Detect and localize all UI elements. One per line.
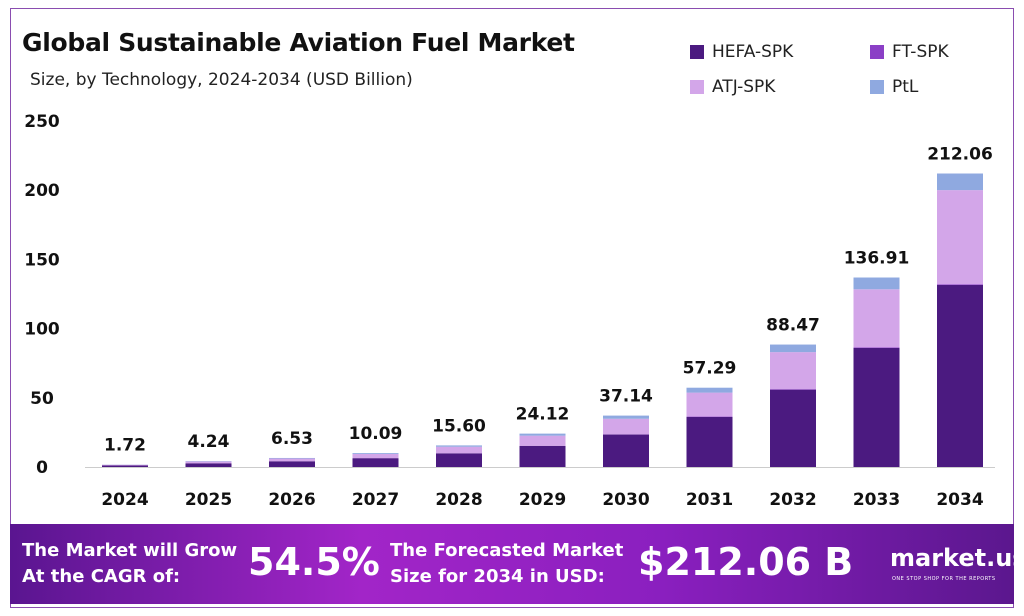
legend-label: FT-SPK — [892, 42, 949, 62]
bar-segment-ptl — [853, 277, 900, 290]
cagr-label: The Market will Grow At the CAGR of: — [22, 538, 237, 590]
legend-item-atj: ATJ-SPK — [690, 77, 775, 97]
legend-swatch — [870, 80, 884, 94]
legend-label: ATJ-SPK — [712, 77, 776, 97]
bar-total-label: 212.06 — [927, 145, 993, 165]
bar-segment-hefa-spk — [603, 434, 649, 467]
bar-segment-hefa-spk — [269, 461, 315, 467]
y-tick-label: 50 — [30, 389, 54, 409]
bar-total-label: 57.29 — [683, 359, 737, 379]
bar-segment-hefa-spk — [102, 465, 148, 467]
bar-segment-ptl — [770, 344, 816, 353]
bar-segment-atj-spk — [185, 461, 232, 464]
bar-segment-ptl — [603, 415, 649, 419]
brand-logo: market.us — [890, 544, 1024, 572]
cagr-value: 54.5% — [248, 540, 380, 584]
x-tick-label: 2024 — [101, 490, 148, 510]
legend-label: HEFA-SPK — [712, 42, 794, 62]
bar-segment-hefa-spk — [937, 285, 983, 467]
bar-segment-atj-spk — [269, 458, 315, 462]
y-tick-label: 200 — [24, 181, 60, 201]
bar-segment-atj-spk — [352, 453, 399, 459]
bar-segment-hefa-spk — [770, 389, 816, 467]
legend-label: PtL — [892, 77, 919, 97]
bar-segment-hefa-spk — [185, 463, 232, 467]
legend-item-ptl: PtL — [870, 77, 918, 97]
bar-segment-ptl — [269, 457, 315, 459]
bar-segment-atj-spk — [853, 289, 900, 348]
stacked-bar-chart: 0 50 100 150 200 250 1.72 2024 4.24 2025 6.53 2026 1… — [24, 112, 995, 510]
bar-segment-ptl — [937, 173, 983, 191]
x-tick-label: 2029 — [519, 490, 566, 510]
bar-total-label: 88.47 — [766, 316, 820, 336]
bar-total-label: 6.53 — [271, 429, 313, 449]
legend-swatch — [690, 45, 704, 59]
bar-segment-atj-spk — [603, 418, 649, 435]
legend-item-hefa: HEFA-SPK — [690, 42, 793, 62]
x-tick-label: 2027 — [352, 490, 399, 510]
bar-segment-ft-spk — [937, 284, 983, 286]
legend-swatch — [870, 45, 884, 59]
x-tick-label: 2034 — [936, 490, 983, 510]
bar-total-label: 4.24 — [188, 432, 230, 452]
legend-swatch — [690, 80, 704, 94]
bar-total-label: 136.91 — [844, 249, 910, 269]
x-tick-label: 2033 — [853, 490, 900, 510]
bar-segment-atj-spk — [770, 352, 816, 390]
y-tick-label: 150 — [24, 250, 60, 270]
forecast-label: The Forecasted Market Size for 2034 in US… — [390, 538, 623, 590]
y-tick-label: 0 — [36, 458, 48, 478]
chart-title: Global Sustainable Aviation Fuel Market — [22, 28, 575, 57]
x-tick-label: 2026 — [268, 490, 315, 510]
bar-segment-ptl — [436, 445, 482, 447]
summary-banner: The Market will Grow At the CAGR of: 54.5… — [10, 524, 1024, 604]
bar-segment-atj-spk — [686, 392, 733, 417]
bar-segment-ft-spk — [853, 347, 900, 348]
bar-total-label: 37.14 — [599, 387, 653, 407]
forecast-value: $212.06 B — [638, 540, 854, 584]
bar-total-label: 24.12 — [516, 405, 570, 425]
bar-total-label: 15.60 — [432, 416, 486, 436]
bar-total-label: 1.72 — [104, 436, 146, 456]
x-tick-label: 2030 — [602, 490, 649, 510]
bar-segment-atj-spk — [937, 190, 983, 285]
y-tick-label: 250 — [24, 112, 60, 132]
cagr-label-line2: At the CAGR of: — [22, 566, 181, 587]
bar-segment-hefa-spk — [436, 453, 482, 467]
brand-tagline: ONE STOP SHOP FOR THE REPORTS — [892, 576, 996, 582]
chart-frame — [10, 8, 1014, 608]
bar-segment-hefa-spk — [853, 347, 900, 467]
cagr-label-line1: The Market will Grow — [22, 540, 238, 561]
x-tick-label: 2028 — [435, 490, 482, 510]
chart-subtitle: Size, by Technology, 2024-2034 (USD Bill… — [30, 70, 413, 90]
bar-total-label: 10.09 — [349, 424, 403, 444]
bar-segment-hefa-spk — [519, 445, 566, 467]
x-tick-label: 2032 — [769, 490, 816, 510]
bar-segment-ptl — [352, 453, 399, 454]
bar-segment-ptl — [519, 433, 566, 436]
forecast-label-line1: The Forecasted Market — [390, 540, 624, 561]
forecast-label-line2: Size for 2034 in USD: — [390, 566, 605, 587]
x-tick-label: 2031 — [686, 490, 733, 510]
bar-segment-atj-spk — [436, 446, 482, 454]
x-tick-label: 2025 — [185, 490, 232, 510]
y-tick-label: 100 — [24, 320, 60, 340]
bar-segment-ptl — [686, 387, 733, 393]
bar-segment-hefa-spk — [686, 416, 733, 467]
legend-item-ft: FT-SPK — [870, 42, 949, 62]
bar-segment-atj-spk — [519, 435, 566, 446]
bar-segment-hefa-spk — [352, 458, 399, 467]
bar-segment-ft-spk — [770, 389, 816, 390]
bar-segment-atj-spk — [102, 464, 148, 466]
